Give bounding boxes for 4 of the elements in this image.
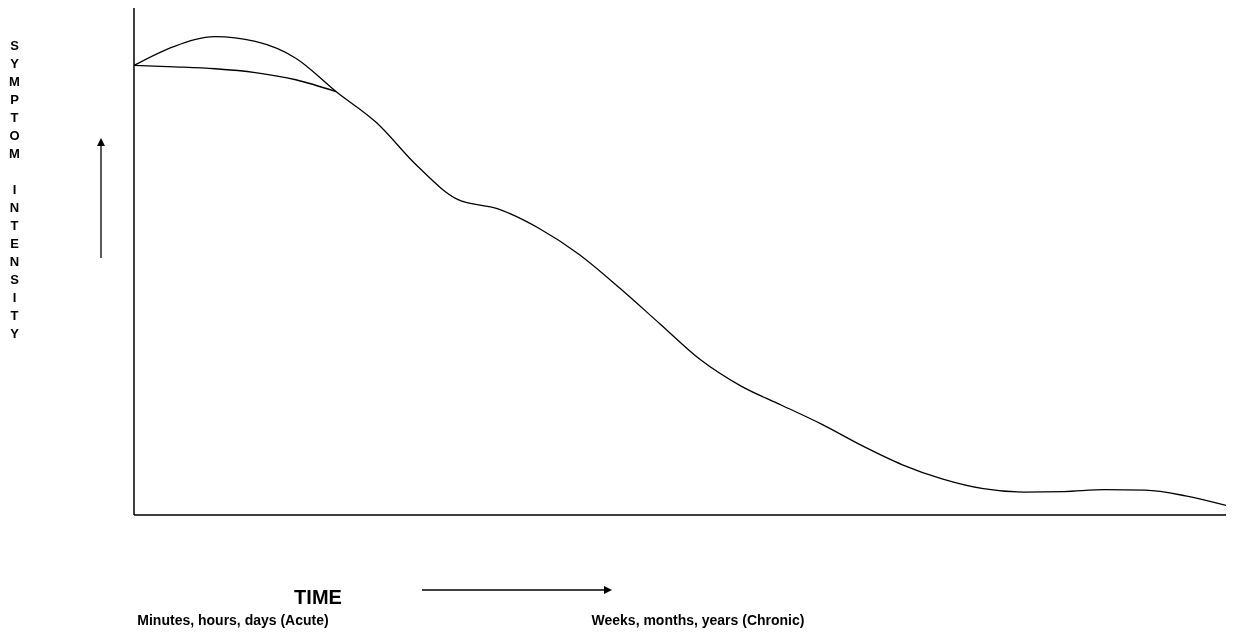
- text: Minutes, hours, days (Acute): [136, 612, 330, 628]
- text: SYMPTOM INTENSITY: [6, 38, 22, 344]
- text: Weeks, months, years (Chronic): [590, 612, 806, 628]
- x-axis-title: TIME: [293, 586, 343, 609]
